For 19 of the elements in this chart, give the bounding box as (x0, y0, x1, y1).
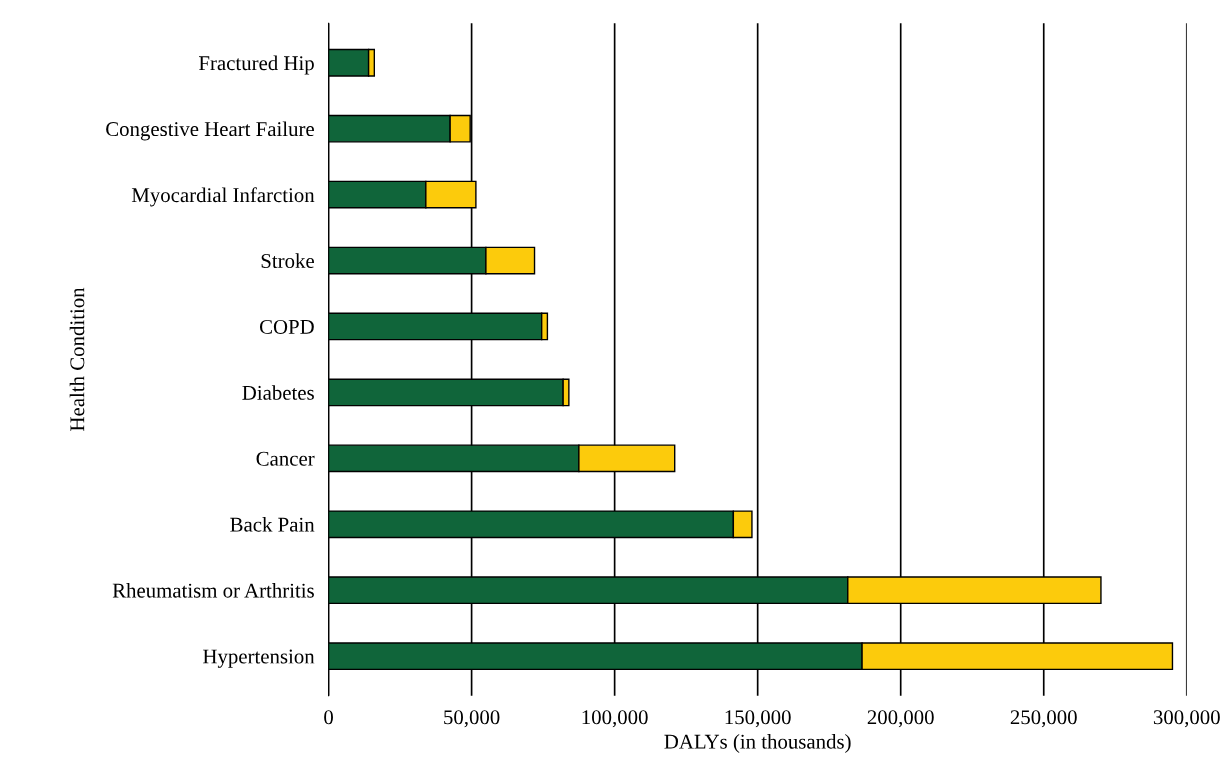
x-tick-label: 250,000 (1010, 710, 1077, 728)
x-tick-label: 200,000 (867, 710, 934, 728)
x-tick-label: 100,000 (582, 710, 648, 728)
x-tick-label: 50,000 (444, 710, 500, 728)
x-axis-title: DALYs (in thousands) (664, 734, 851, 753)
y-tick-label: Diabetes (242, 385, 314, 400)
y-tick-label: Congestive Heart Failure (106, 121, 314, 141)
y-tick-label: Myocardial Infarction (131, 187, 315, 207)
y-tick-label: Stroke (261, 253, 314, 268)
x-tick-label: 150,000 (725, 710, 791, 728)
x-tick-label: 0 (324, 710, 333, 725)
y-tick-label: Cancer (256, 451, 315, 466)
y-tick-label: Hypertension (203, 649, 315, 668)
y-tick-label: COPD (259, 319, 314, 334)
x-tick-label: 300,000 (1153, 710, 1220, 728)
y-axis-title: Health Condition (69, 287, 85, 431)
y-tick-label: Rheumatism or Arthritis (112, 582, 314, 598)
y-tick-label: Fractured Hip (199, 55, 314, 75)
y-tick-label: Back Pain (230, 517, 315, 532)
